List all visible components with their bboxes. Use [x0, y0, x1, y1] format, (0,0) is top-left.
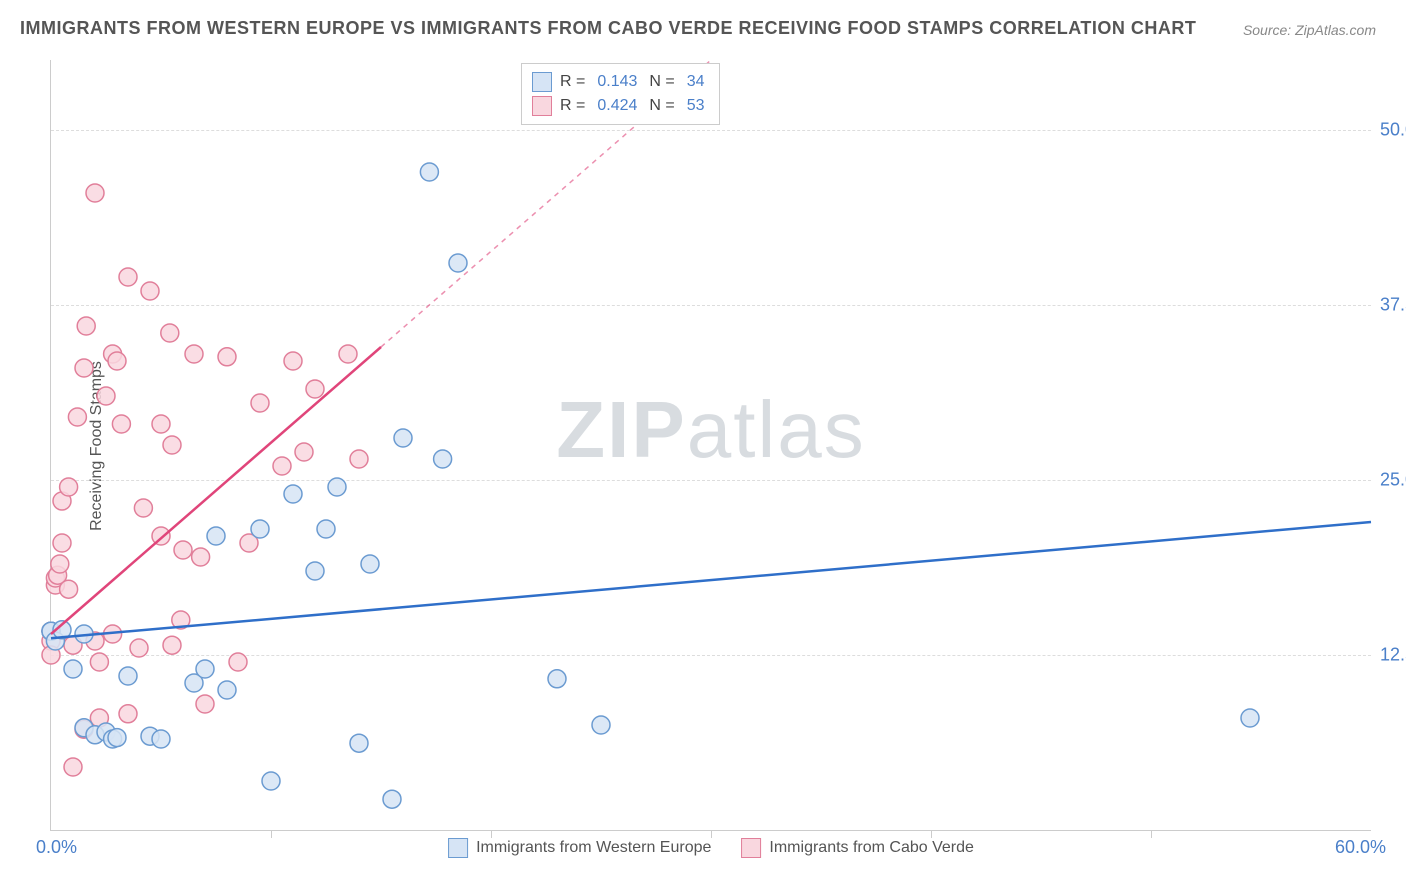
y-tick-label: 25.0% [1380, 470, 1406, 491]
swatch-we-icon [448, 838, 468, 858]
scatter-point-cv [141, 282, 159, 300]
chart-svg [51, 60, 1371, 830]
chart-title: IMMIGRANTS FROM WESTERN EUROPE VS IMMIGR… [20, 18, 1196, 39]
scatter-point-we [350, 734, 368, 752]
scatter-point-cv [112, 415, 130, 433]
scatter-point-cv [108, 352, 126, 370]
scatter-point-we [592, 716, 610, 734]
scatter-point-we [548, 670, 566, 688]
scatter-point-cv [134, 499, 152, 517]
scatter-point-we [251, 520, 269, 538]
scatter-point-cv [196, 695, 214, 713]
y-tick-label: 50.0% [1380, 120, 1406, 141]
scatter-point-cv [86, 184, 104, 202]
n-value-we: 34 [687, 73, 705, 91]
scatter-point-cv [90, 653, 108, 671]
scatter-point-cv [192, 548, 210, 566]
n-value-cv: 53 [687, 97, 705, 115]
scatter-point-cv [60, 580, 78, 598]
scatter-point-cv [75, 359, 93, 377]
swatch-we [532, 72, 552, 92]
x-axis-min-label: 0.0% [36, 837, 77, 858]
source-attribution: Source: ZipAtlas.com [1243, 22, 1376, 38]
swatch-cv [532, 96, 552, 116]
n-label: N = [649, 73, 674, 91]
correlation-row-cv: R = 0.424 N = 53 [532, 94, 709, 118]
scatter-point-we [306, 562, 324, 580]
scatter-point-cv [174, 541, 192, 559]
scatter-point-we [218, 681, 236, 699]
scatter-point-we [207, 527, 225, 545]
scatter-point-cv [218, 348, 236, 366]
scatter-point-cv [163, 436, 181, 454]
scatter-point-we [383, 790, 401, 808]
x-axis-max-label: 60.0% [1335, 837, 1386, 858]
scatter-point-cv [284, 352, 302, 370]
r-value-we: 0.143 [597, 73, 637, 91]
legend-label-we: Immigrants from Western Europe [476, 839, 711, 857]
scatter-point-cv [152, 415, 170, 433]
scatter-point-we [361, 555, 379, 573]
scatter-point-we [152, 730, 170, 748]
y-tick-label: 12.5% [1380, 645, 1406, 666]
scatter-point-we [64, 660, 82, 678]
scatter-point-we [434, 450, 452, 468]
scatter-point-we [119, 667, 137, 685]
series-legend: Immigrants from Western Europe Immigrant… [448, 838, 974, 858]
scatter-point-cv [161, 324, 179, 342]
scatter-point-cv [77, 317, 95, 335]
scatter-point-we [1241, 709, 1259, 727]
correlation-row-we: R = 0.143 N = 34 [532, 70, 709, 94]
legend-label-cv: Immigrants from Cabo Verde [769, 839, 974, 857]
scatter-point-cv [306, 380, 324, 398]
scatter-point-cv [185, 345, 203, 363]
scatter-point-cv [60, 478, 78, 496]
scatter-point-we [449, 254, 467, 272]
scatter-point-cv [295, 443, 313, 461]
scatter-point-cv [97, 387, 115, 405]
plot-area: ZIPatlas R = 0.143 N = 34 R = 0.424 N = … [50, 60, 1371, 831]
scatter-point-cv [130, 639, 148, 657]
scatter-point-we [420, 163, 438, 181]
y-tick-label: 37.5% [1380, 295, 1406, 316]
swatch-cv-icon [741, 838, 761, 858]
scatter-point-we [108, 729, 126, 747]
scatter-point-we [328, 478, 346, 496]
scatter-point-cv [251, 394, 269, 412]
n-label: N = [649, 97, 674, 115]
scatter-point-cv [119, 705, 137, 723]
scatter-point-we [394, 429, 412, 447]
r-label: R = [560, 97, 585, 115]
r-value-cv: 0.424 [597, 97, 637, 115]
correlation-legend: R = 0.143 N = 34 R = 0.424 N = 53 [521, 63, 720, 125]
r-label: R = [560, 73, 585, 91]
scatter-point-cv [339, 345, 357, 363]
legend-item-we: Immigrants from Western Europe [448, 838, 711, 858]
scatter-point-we [196, 660, 214, 678]
scatter-point-we [284, 485, 302, 503]
scatter-point-cv [68, 408, 86, 426]
scatter-point-we [262, 772, 280, 790]
scatter-point-cv [163, 636, 181, 654]
scatter-point-cv [229, 653, 247, 671]
scatter-point-cv [273, 457, 291, 475]
scatter-point-we [317, 520, 335, 538]
scatter-point-cv [350, 450, 368, 468]
scatter-point-cv [53, 534, 71, 552]
scatter-point-cv [119, 268, 137, 286]
legend-item-cv: Immigrants from Cabo Verde [741, 838, 974, 858]
scatter-point-cv [51, 555, 69, 573]
scatter-point-cv [64, 758, 82, 776]
